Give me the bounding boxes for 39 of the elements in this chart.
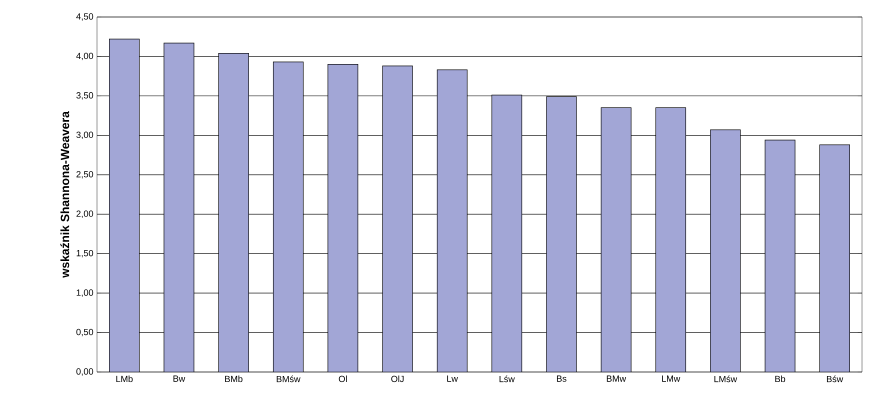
y-tick-label: 4,50 <box>76 13 94 21</box>
y-tick-label: 4,00 <box>76 52 94 60</box>
bar <box>546 96 577 372</box>
x-tick-label: Bb <box>775 376 786 382</box>
x-tick-label: BMśw <box>276 376 300 382</box>
bar <box>655 107 686 372</box>
bar <box>328 64 358 372</box>
x-tick-label: Bs <box>556 376 566 382</box>
bar <box>819 144 850 372</box>
bar <box>436 70 468 372</box>
x-tick-label: LMśw <box>714 376 738 382</box>
y-tick-label: 2,50 <box>76 171 94 178</box>
bar <box>492 94 522 372</box>
bar <box>272 62 304 372</box>
bar <box>109 38 140 372</box>
x-tick-label: Ol <box>338 376 347 382</box>
y-tick-label: 0,50 <box>76 328 94 336</box>
x-tick-label: BMw <box>606 376 626 382</box>
y-tick-label: 1,00 <box>76 289 94 297</box>
x-tick-label: Bśw <box>826 376 844 382</box>
bar <box>164 42 194 372</box>
bar <box>218 52 249 372</box>
y-tick-label: 1,50 <box>76 250 94 258</box>
y-tick-label: 2,00 <box>76 210 94 218</box>
y-tick-label: 0,00 <box>76 368 94 376</box>
x-tick-label: OlJ <box>391 376 404 382</box>
bar <box>382 66 413 372</box>
x-tick-label: LMw <box>662 376 680 382</box>
y-axis-title: wskaźnik Shannona-Weavera <box>60 111 70 278</box>
bar <box>764 140 796 372</box>
x-tick-label: Lśw <box>500 376 515 382</box>
x-tick-label: LMb <box>116 376 133 382</box>
y-tick-label: 3,50 <box>76 92 94 100</box>
x-tick-label: Bw <box>173 376 186 382</box>
x-tick-label: BMb <box>225 376 242 382</box>
bar <box>710 130 741 372</box>
bar <box>600 107 632 372</box>
x-tick-label: Lw <box>447 376 458 382</box>
y-tick-label: 3,00 <box>76 132 94 140</box>
